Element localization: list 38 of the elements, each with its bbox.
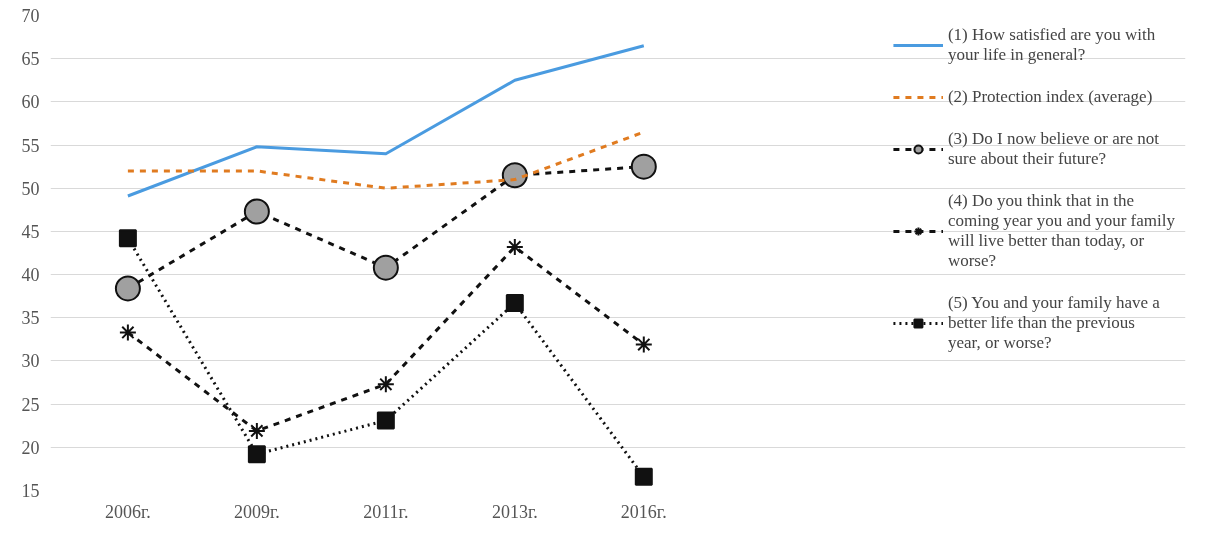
y-tick-label: 55 <box>21 135 40 156</box>
point <box>505 294 524 313</box>
y-tick-label: 60 <box>21 92 40 113</box>
y-tick-label: 65 <box>21 49 40 70</box>
y-tick-label: 50 <box>21 178 40 199</box>
y-tick-label: 70 <box>21 6 40 26</box>
legend-label: (1) How satisfied are you with your life in general? <box>947 25 1156 65</box>
point <box>243 198 270 225</box>
legend-label: (5) You and your family have a better life than the previous year, or worse? <box>947 293 1160 353</box>
y-tick-label: 35 <box>21 308 40 329</box>
point <box>634 335 653 354</box>
x-tick-label: 2009г. <box>233 501 280 522</box>
x-tick-label: 2013г. <box>491 501 538 522</box>
point <box>505 237 524 256</box>
point <box>118 323 137 342</box>
y-tick-label: 45 <box>21 221 40 242</box>
x-tick-label: 2016г. <box>620 501 667 522</box>
y-tick-label: 30 <box>21 351 40 372</box>
point <box>114 275 141 302</box>
legend-label: (2) Protection index (average) <box>947 87 1153 107</box>
y-tick-label: 25 <box>21 394 40 415</box>
x-tick-label: 2011г. <box>363 501 409 522</box>
y-tick-label: 15 <box>21 481 40 501</box>
x-tick-label: 2006г. <box>104 501 151 522</box>
point <box>376 411 395 430</box>
point <box>247 421 266 440</box>
legend-label: (4) Do you think that in the coming year you and your family will live better than today, or worse? <box>947 191 1175 271</box>
point <box>501 162 528 189</box>
point <box>247 445 266 464</box>
line-series <box>126 44 646 198</box>
point <box>634 467 653 486</box>
legend-label: (3) Do I now believe or are not sure about their future? <box>947 129 1159 169</box>
y-tick-label: 20 <box>21 437 40 458</box>
y-tick-label: 40 <box>21 265 40 286</box>
point <box>630 153 657 180</box>
point <box>118 229 137 248</box>
point <box>372 254 399 281</box>
point <box>376 375 395 394</box>
